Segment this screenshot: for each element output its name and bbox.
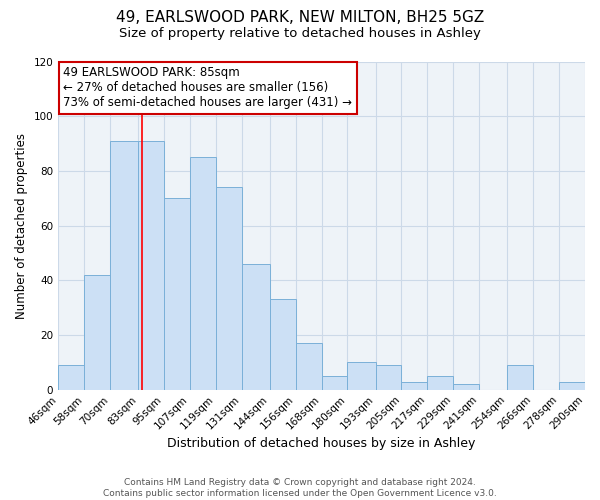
Bar [242, 264, 270, 390]
Bar [347, 362, 376, 390]
Bar [84, 275, 110, 390]
Bar [376, 365, 401, 390]
Text: 49 EARLSWOOD PARK: 85sqm
← 27% of detached houses are smaller (156)
73% of semi-: 49 EARLSWOOD PARK: 85sqm ← 27% of detach… [64, 66, 352, 110]
Bar [322, 376, 347, 390]
Bar [401, 382, 427, 390]
Bar [507, 365, 533, 390]
Bar [427, 376, 453, 390]
Y-axis label: Number of detached properties: Number of detached properties [15, 132, 28, 318]
Bar [138, 141, 164, 390]
Text: Size of property relative to detached houses in Ashley: Size of property relative to detached ho… [119, 28, 481, 40]
Bar [190, 157, 216, 390]
Bar [216, 188, 242, 390]
Text: 49, EARLSWOOD PARK, NEW MILTON, BH25 5GZ: 49, EARLSWOOD PARK, NEW MILTON, BH25 5GZ [116, 10, 484, 25]
Bar [559, 382, 585, 390]
Bar [110, 141, 138, 390]
Text: Contains HM Land Registry data © Crown copyright and database right 2024.
Contai: Contains HM Land Registry data © Crown c… [103, 478, 497, 498]
Bar [58, 365, 84, 390]
Bar [164, 198, 190, 390]
Bar [296, 343, 322, 390]
Bar [453, 384, 479, 390]
Bar [270, 300, 296, 390]
X-axis label: Distribution of detached houses by size in Ashley: Distribution of detached houses by size … [167, 437, 476, 450]
